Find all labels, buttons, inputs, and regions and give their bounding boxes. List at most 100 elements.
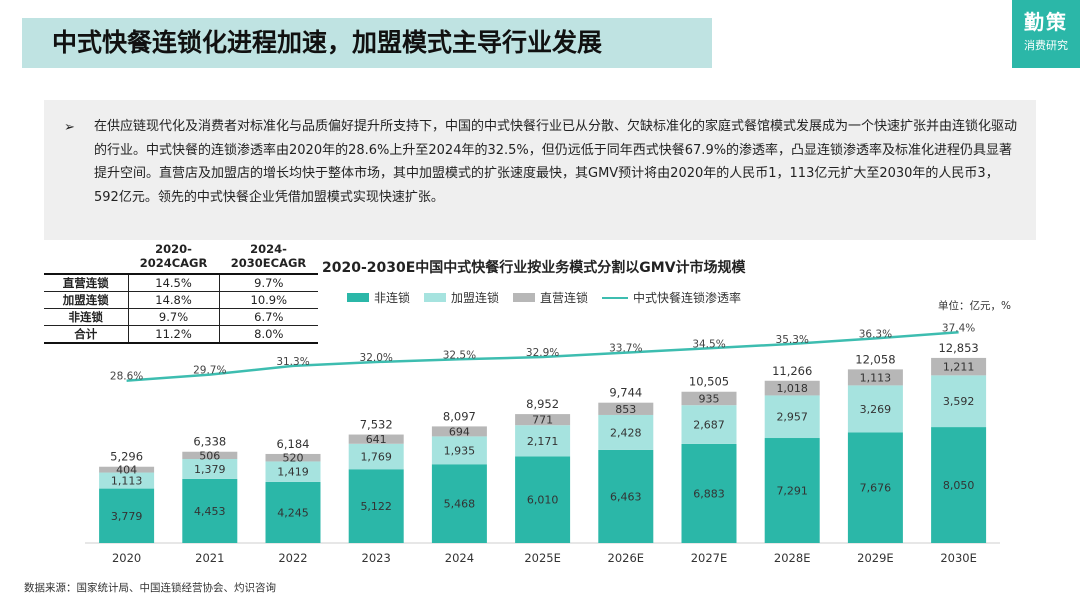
- bar-segment-direct: [764, 380, 820, 396]
- legend-item: 加盟连锁: [424, 289, 499, 306]
- page-title: 中式快餐连锁化进程加速，加盟模式主导行业发展: [52, 28, 603, 57]
- cagr-header-blank: [44, 240, 128, 275]
- bar-total-label: 12,853: [938, 341, 978, 355]
- bar-total-label: 8,097: [443, 409, 476, 423]
- bar-label-nonchain: 5,468: [444, 498, 476, 511]
- bar-segment-franchise: [598, 414, 654, 450]
- penetration-line: [126, 331, 959, 382]
- cagr-cell: 9.7%: [127, 308, 220, 326]
- x-tick-label: 2030E: [940, 551, 977, 565]
- legend-item: 非连锁: [347, 289, 410, 306]
- bar-segment-franchise: [681, 405, 737, 444]
- cagr-row: 非连锁 9.7% 6.7%: [44, 308, 318, 326]
- brand-logo: 勤策 消费研究: [1012, 0, 1080, 68]
- bar-label-direct: 520: [283, 452, 304, 465]
- cagr-header-row: 2020-2024CAGR 2024-2030ECAGR: [44, 240, 318, 275]
- bar-label-nonchain: 6,010: [527, 494, 559, 507]
- bar-label-nonchain: 7,291: [776, 485, 808, 498]
- legend-label: 直营连锁: [540, 291, 589, 305]
- x-tick-label: 2029E: [857, 551, 894, 565]
- legend-label: 加盟连锁: [451, 291, 500, 305]
- bar-label-direct: 935: [699, 392, 720, 405]
- cagr-header-2024-2030: 2024-2030ECAGR: [219, 240, 318, 275]
- bar-label-nonchain: 3,779: [111, 510, 143, 523]
- cagr-row: 直营连锁 14.5% 9.7%: [44, 274, 318, 292]
- bar-segment-nonchain: [348, 469, 404, 543]
- legend-swatch-nonchain: [347, 293, 369, 302]
- bar-label-direct: 1,018: [776, 382, 808, 395]
- bar-segment-nonchain: [764, 438, 820, 543]
- cagr-row-label: 直营连锁: [44, 274, 128, 292]
- bar-segment-franchise: [265, 461, 321, 482]
- cagr-row: 合计 11.2% 8.0%: [44, 325, 318, 344]
- bar-total-label: 6,338: [193, 435, 226, 449]
- cagr-cell: 6.7%: [219, 308, 318, 326]
- bar-label-nonchain: 4,245: [277, 506, 309, 519]
- line-point-label: 31.3%: [276, 356, 309, 368]
- line-point-label: 37.4%: [942, 322, 975, 334]
- legend-swatch-franchise: [424, 293, 447, 302]
- bar-total-label: 7,532: [360, 418, 393, 432]
- bar-label-direct: 1,211: [943, 361, 975, 374]
- bar-segment-nonchain: [681, 443, 737, 543]
- bar-total-label: 11,266: [772, 364, 812, 378]
- cagr-row-label: 非连锁: [44, 308, 128, 326]
- bar-label-franchise: 1,419: [277, 466, 309, 479]
- bar-label-nonchain: 4,453: [194, 505, 226, 518]
- cagr-cell: 8.0%: [219, 325, 318, 344]
- bar-segment-franchise: [515, 425, 571, 457]
- legend-item: 中式快餐连锁渗透率: [602, 289, 741, 306]
- bar-segment-nonchain: [931, 427, 987, 543]
- bar-segment-nonchain: [598, 449, 654, 543]
- x-tick-label: 2026E: [608, 551, 645, 565]
- bar-label-direct: 641: [366, 433, 387, 446]
- bar-segment-direct: [431, 426, 487, 437]
- bar-segment-nonchain: [265, 481, 321, 543]
- bar-label-franchise: 1,935: [444, 444, 476, 457]
- bar-segment-franchise: [764, 395, 820, 439]
- cagr-cell: 11.2%: [127, 325, 220, 344]
- bar-segment-nonchain: [515, 456, 571, 543]
- cagr-table: 2020-2024CAGR 2024-2030ECAGR 直营连锁 14.5% …: [44, 240, 318, 344]
- line-point-label: 34.5%: [692, 338, 725, 350]
- line-point-label: 33.7%: [609, 343, 642, 355]
- legend-swatch-direct: [513, 293, 536, 302]
- line-point-label: 32.0%: [360, 352, 393, 364]
- chart-legend: 非连锁 加盟连锁 直营连锁 中式快餐连锁渗透率: [347, 289, 755, 306]
- title-bar: [22, 18, 712, 68]
- legend-label: 中式快餐连锁渗透率: [633, 291, 742, 305]
- bar-label-franchise: 2,171: [527, 435, 559, 448]
- line-point-label: 29.7%: [193, 365, 226, 377]
- cagr-row-label: 加盟连锁: [44, 291, 128, 309]
- bar-total-label: 8,952: [526, 397, 559, 411]
- bar-label-franchise: 3,592: [943, 395, 975, 408]
- bar-segment-franchise: [348, 443, 404, 470]
- bar-segment-franchise: [431, 436, 487, 465]
- bar-label-direct: 404: [116, 464, 137, 477]
- bar-label-franchise: 2,957: [776, 411, 808, 424]
- x-tick-label: 2022: [278, 551, 307, 565]
- x-tick-label: 2021: [195, 551, 224, 565]
- chart-unit: 单位：亿元，%: [938, 300, 1011, 312]
- data-source: 数据来源：国家统计局、中国连锁经营协会、灼识咨询: [24, 582, 276, 594]
- x-tick-label: 2023: [362, 551, 391, 565]
- bar-segment-direct: [515, 414, 571, 426]
- line-point-label: 35.3%: [776, 334, 809, 346]
- cagr-cell: 14.5%: [127, 274, 220, 292]
- bar-label-franchise: 1,113: [111, 475, 143, 488]
- x-tick-label: 2025E: [524, 551, 561, 565]
- bar-segment-nonchain: [847, 432, 903, 543]
- legend-item: 直营连锁: [513, 289, 588, 306]
- bar-segment-nonchain: [431, 464, 487, 543]
- bar-total-label: 6,184: [277, 437, 310, 451]
- x-tick-label: 2028E: [774, 551, 811, 565]
- line-point-label: 28.6%: [110, 371, 143, 383]
- bar-segment-direct: [681, 391, 737, 406]
- summary-box: [44, 100, 1036, 240]
- bar-label-franchise: 1,379: [194, 463, 226, 476]
- bar-label-nonchain: 8,050: [943, 479, 975, 492]
- bar-segment-nonchain: [182, 478, 238, 543]
- bar-label-nonchain: 6,883: [693, 487, 725, 500]
- bar-label-franchise: 2,687: [693, 419, 725, 432]
